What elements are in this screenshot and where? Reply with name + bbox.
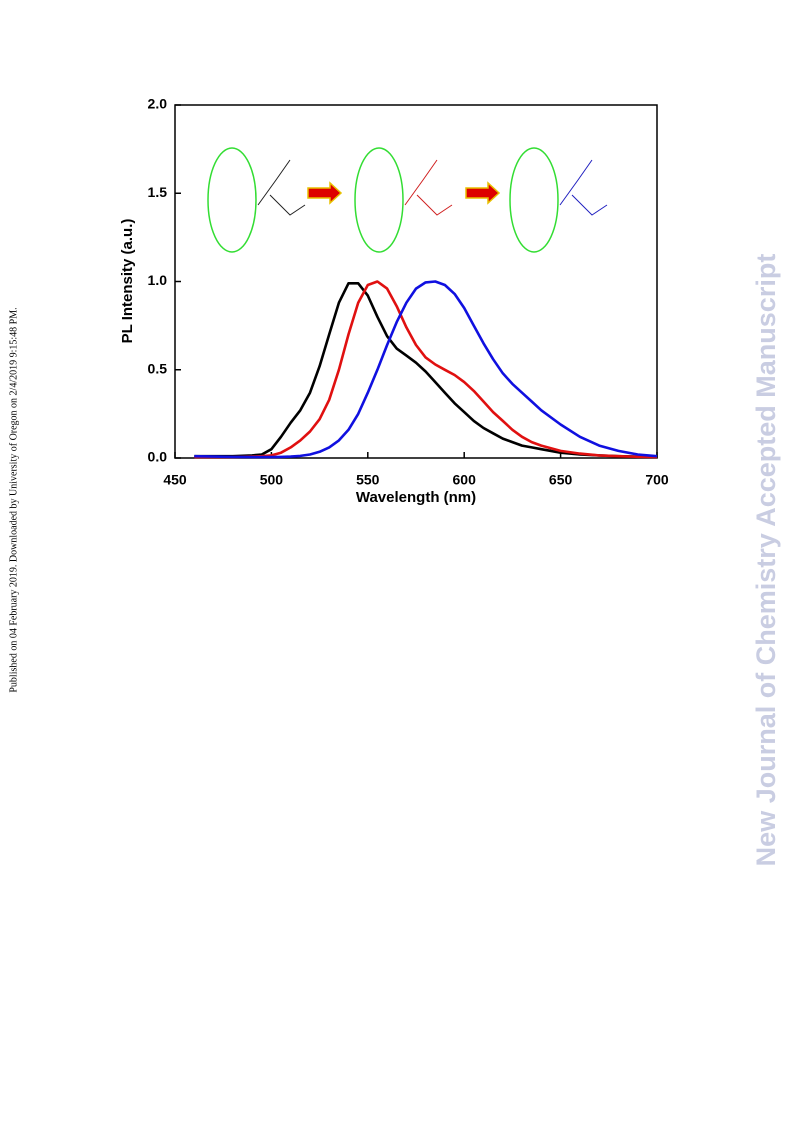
ligand [257, 159, 306, 216]
line-series [194, 280, 658, 459]
watermark: New Journal of Chemistry Accepted Manusc… [751, 254, 781, 867]
ellipse [509, 147, 559, 253]
structures [207, 147, 608, 253]
y-tick-label: 0.5 [148, 360, 168, 376]
y-axis-label: PL Intensity (a.u.) [119, 219, 136, 344]
x-tick-label: 600 [453, 472, 477, 488]
ellipse [354, 147, 404, 253]
arrow [465, 181, 501, 205]
y-tick-label: 1.5 [148, 184, 168, 200]
ligand [559, 159, 608, 216]
line-series [194, 280, 658, 459]
plot-frame [174, 104, 658, 459]
x-tick-label: 550 [356, 472, 380, 488]
side-note: Published on 04 February 2019. Downloade… [8, 307, 19, 692]
x-tick-label: 650 [549, 472, 573, 488]
ellipse [207, 147, 257, 253]
y-tick-label: 2.0 [148, 96, 168, 112]
arrow [307, 181, 343, 205]
y-tick-label: 1.0 [148, 272, 168, 288]
line-series [194, 282, 658, 459]
x-tick-label: 700 [645, 472, 669, 488]
x-axis-label: Wavelength (nm) [356, 489, 476, 506]
ligand [404, 159, 453, 216]
y-tick-label: 0.0 [148, 449, 168, 465]
x-tick-label: 500 [260, 472, 284, 488]
x-tick-label: 450 [163, 472, 187, 488]
